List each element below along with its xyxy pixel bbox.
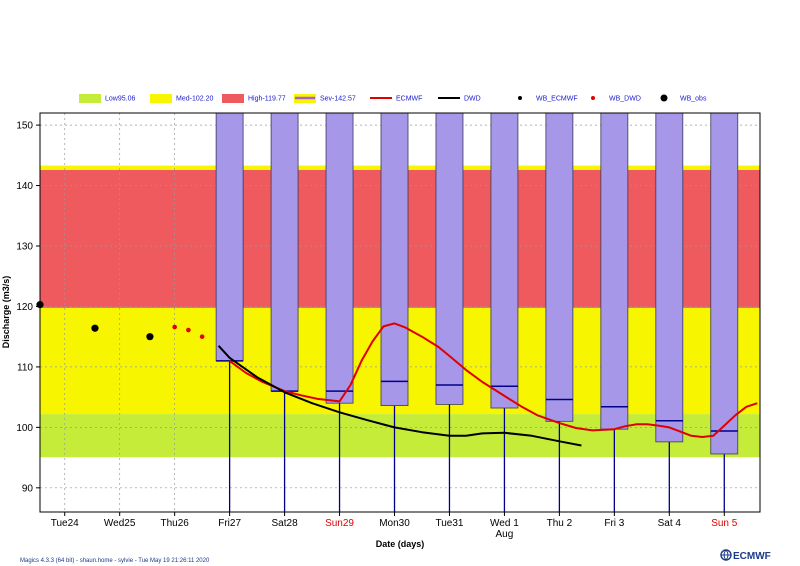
legend: Low95.06 Med-102.20 High-119.77 Sev-142.57 E… xyxy=(79,94,707,103)
legend-label: Med-102.20 xyxy=(176,96,213,103)
ensemble-box xyxy=(490,113,519,409)
legend-swatch xyxy=(222,94,244,103)
x-tick-label: Wed25 xyxy=(104,518,136,529)
x-tick-label: Mon30 xyxy=(379,518,410,529)
x-tick-label: Thu26 xyxy=(160,518,189,529)
legend-entry: WB_obs xyxy=(660,94,707,103)
wb-dwd-point xyxy=(199,334,205,339)
wb-dwd-point xyxy=(186,327,191,333)
legend-dot xyxy=(591,96,595,100)
logo-text: ECMWF xyxy=(733,551,771,562)
globe-meridian-icon xyxy=(721,549,731,561)
ensemble-box xyxy=(380,113,409,407)
legend-entry: DWD xyxy=(438,96,481,103)
y-axis-title: Discharge (m3/s) xyxy=(1,276,11,349)
x-tick-label: Tue31 xyxy=(435,518,463,529)
legend-label: WB_ECMWF xyxy=(536,96,578,103)
wb-dwd-point xyxy=(172,324,177,330)
x-tick-label: Tue24 xyxy=(51,518,79,529)
legend-entry: WB_ECMWF xyxy=(518,96,578,103)
y-axis: 90 100 110 120 130 140 150 xyxy=(16,121,40,494)
forecast-lines xyxy=(217,322,758,447)
ensemble-box xyxy=(655,113,684,443)
series-line-ecmwf xyxy=(229,322,758,438)
legend-label: High-119.77 xyxy=(248,96,286,103)
y-tick-label: 130 xyxy=(16,242,33,253)
legend-entry: Sev-142.57 xyxy=(294,94,356,103)
ecmwf-logo: ECMWF xyxy=(720,549,771,562)
ensemble-box xyxy=(600,113,629,430)
legend-entry: Med-102.20 xyxy=(150,94,213,103)
x-tick-label: Wed 1 xyxy=(490,518,519,529)
x-tick-label: Sun 5 xyxy=(711,518,738,529)
y-tick-label: 150 xyxy=(16,121,33,132)
plot-frame xyxy=(39,112,761,513)
legend-swatch xyxy=(150,94,172,103)
legend-label: Low95.06 xyxy=(105,96,135,103)
y-tick-label: 120 xyxy=(16,302,33,313)
wb-obs-point xyxy=(91,324,99,332)
y-tick-label: 140 xyxy=(16,181,33,192)
legend-dot xyxy=(660,94,668,102)
legend-entry: Low95.06 xyxy=(79,94,135,103)
ensemble-box xyxy=(545,113,574,422)
legend-label: ECMWF xyxy=(396,96,422,103)
footer-info: Magics 4.3.3 (64 bit) - shaun.home - syl… xyxy=(20,558,210,564)
ensemble-box xyxy=(215,113,244,362)
y-tick-label: 100 xyxy=(16,423,33,434)
plot-area xyxy=(36,112,761,513)
threshold-band xyxy=(40,414,760,458)
legend-entry: High-119.77 xyxy=(222,94,286,103)
y-tick-label: 110 xyxy=(17,362,33,373)
x-axis-title: Date (days) xyxy=(376,539,425,549)
wb-obs-point xyxy=(146,333,154,341)
x-axis: Tue24 Wed25 Thu26 Fri27 Sat28 Sun29 Mon30 Tue31… xyxy=(51,512,738,540)
x-tick-label: Sun29 xyxy=(325,518,354,529)
legend-label: Sev-142.57 xyxy=(320,96,356,103)
ensemble-box xyxy=(435,113,464,405)
legend-entry: WB_DWD xyxy=(591,96,641,103)
y-tick-label: 90 xyxy=(22,483,34,494)
x-tick-label: Thu 2 xyxy=(547,518,573,529)
legend-dot xyxy=(518,96,522,100)
x-tick-label: Fri27 xyxy=(218,518,241,529)
legend-entry: ECMWF xyxy=(370,96,422,103)
x-tick-label: Fri 3 xyxy=(604,518,624,529)
x-tick-label: Sat28 xyxy=(272,518,299,529)
legend-label: WB_DWD xyxy=(609,96,641,103)
ensemble-box xyxy=(270,113,299,392)
ensemble-box xyxy=(325,113,354,404)
ensemble-boxes xyxy=(215,113,739,512)
legend-swatch xyxy=(79,94,101,103)
series-line-dwd xyxy=(217,345,582,447)
x-tick-label: Sat 4 xyxy=(658,518,682,529)
observation-points xyxy=(36,301,205,341)
ensemble-box xyxy=(710,113,739,455)
legend-label: WB_obs xyxy=(680,96,707,103)
legend-label: DWD xyxy=(464,96,481,103)
x-month-label: Aug xyxy=(496,529,514,540)
